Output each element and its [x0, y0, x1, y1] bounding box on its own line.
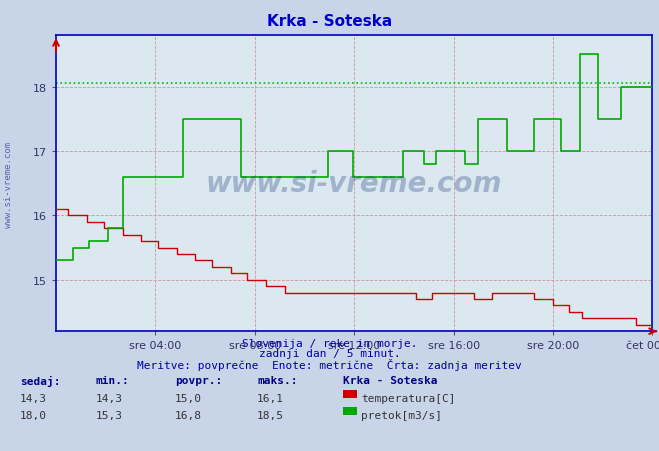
Text: Krka - Soteska: Krka - Soteska [343, 375, 437, 385]
Text: 15,0: 15,0 [175, 393, 202, 403]
Text: min.:: min.: [96, 375, 129, 385]
Text: 16,8: 16,8 [175, 410, 202, 420]
Text: Meritve: povprečne  Enote: metrične  Črta: zadnja meritev: Meritve: povprečne Enote: metrične Črta:… [137, 358, 522, 370]
Text: 18,0: 18,0 [20, 410, 47, 420]
Text: temperatura[C]: temperatura[C] [361, 393, 455, 403]
Text: sedaj:: sedaj: [20, 375, 60, 386]
Text: maks.:: maks.: [257, 375, 297, 385]
Text: www.si-vreme.com: www.si-vreme.com [4, 142, 13, 228]
Text: zadnji dan / 5 minut.: zadnji dan / 5 minut. [258, 348, 401, 358]
Text: 14,3: 14,3 [96, 393, 123, 403]
Text: 15,3: 15,3 [96, 410, 123, 420]
Text: 14,3: 14,3 [20, 393, 47, 403]
Text: www.si-vreme.com: www.si-vreme.com [206, 170, 502, 198]
Text: povpr.:: povpr.: [175, 375, 222, 385]
Text: Slovenija / reke in morje.: Slovenija / reke in morje. [242, 338, 417, 348]
Text: 18,5: 18,5 [257, 410, 284, 420]
Text: Krka - Soteska: Krka - Soteska [267, 14, 392, 29]
Text: 16,1: 16,1 [257, 393, 284, 403]
Text: pretok[m3/s]: pretok[m3/s] [361, 410, 442, 420]
